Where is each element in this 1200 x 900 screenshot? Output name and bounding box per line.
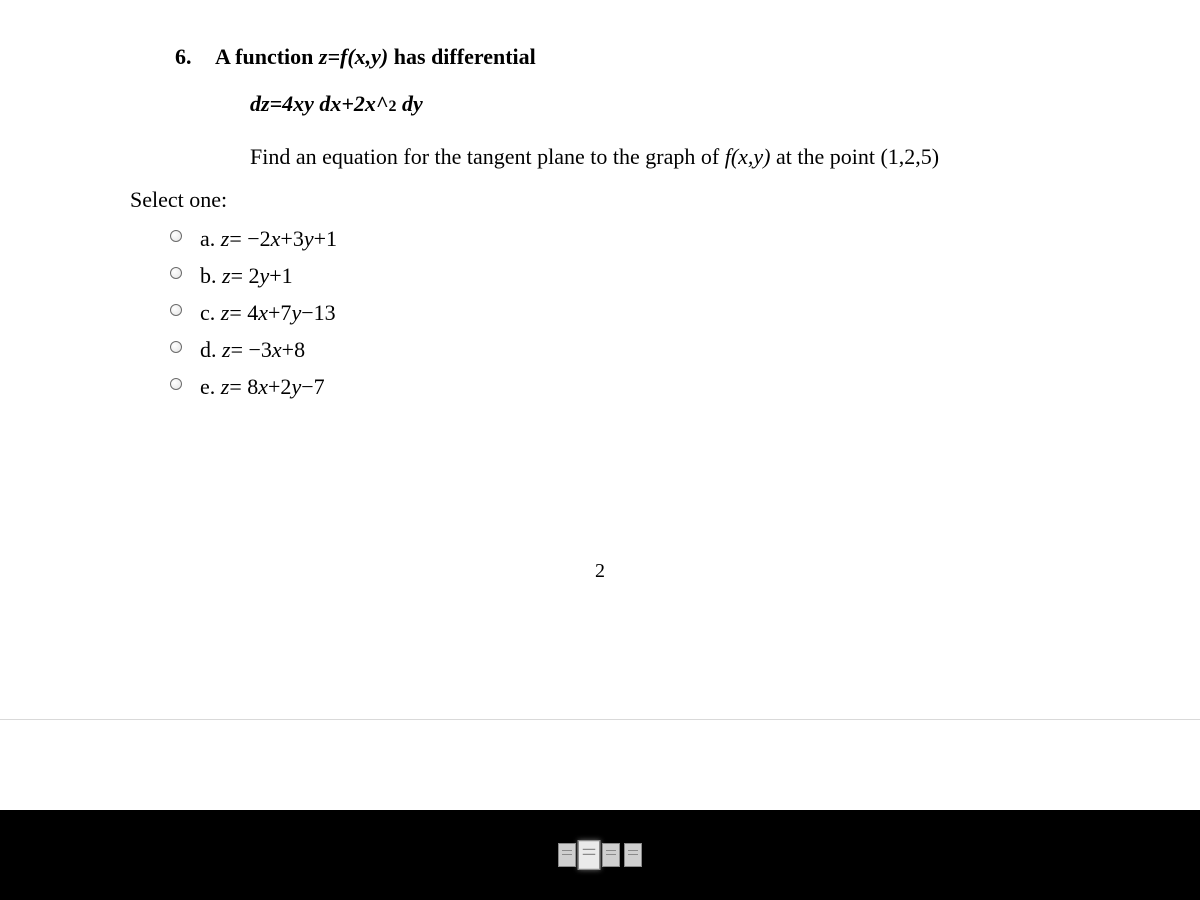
option-text: b. z= 2y+1 xyxy=(200,259,293,292)
option-eq: = 2 xyxy=(231,263,260,288)
option-v1: x xyxy=(272,337,282,362)
radio-icon[interactable] xyxy=(170,267,182,279)
option-v2: y xyxy=(291,374,301,399)
option-b[interactable]: b. z= 2y+1 xyxy=(170,257,1160,294)
radio-icon[interactable] xyxy=(170,341,182,353)
title-prefix: A function xyxy=(215,44,319,69)
option-letter: e. xyxy=(200,374,215,399)
page-thumb-4[interactable] xyxy=(624,843,642,867)
option-letter: b. xyxy=(200,263,217,288)
radio-icon[interactable] xyxy=(170,304,182,316)
page-thumbnails xyxy=(558,843,642,867)
option-var: z xyxy=(222,337,231,362)
option-letter: d. xyxy=(200,337,217,362)
find-suffix: at the point (1,2,5) xyxy=(771,144,940,169)
page-thumb-1[interactable] xyxy=(558,843,576,867)
page-thumb-3[interactable] xyxy=(602,843,620,867)
option-mid: +2 xyxy=(268,374,291,399)
option-mid: +3 xyxy=(280,226,303,251)
find-prefix: Find an equation for the tangent plane t… xyxy=(250,144,725,169)
option-v1: y xyxy=(259,263,269,288)
option-mid: +1 xyxy=(269,263,292,288)
option-text: c. z= 4x+7y−13 xyxy=(200,296,336,329)
question-title: A function z=f(x,y) has differential xyxy=(215,40,536,73)
option-v1: x xyxy=(271,226,281,251)
option-text: a. z= −2x+3y+1 xyxy=(200,222,337,255)
option-mid: +8 xyxy=(282,337,305,362)
option-tail: +1 xyxy=(314,226,337,251)
option-d[interactable]: d. z= −3x+8 xyxy=(170,331,1160,368)
title-expr: z=f(x,y) xyxy=(319,44,388,69)
radio-icon[interactable] xyxy=(170,378,182,390)
option-eq: = 8 xyxy=(229,374,258,399)
option-eq: = 4 xyxy=(229,300,258,325)
radio-icon[interactable] xyxy=(170,230,182,242)
option-v1: x xyxy=(258,300,268,325)
option-letter: c. xyxy=(200,300,215,325)
question-instruction: Find an equation for the tangent plane t… xyxy=(250,140,1160,173)
option-a[interactable]: a. z= −2x+3y+1 xyxy=(170,220,1160,257)
option-v1: x xyxy=(258,374,268,399)
option-eq: = −2 xyxy=(229,226,270,251)
title-suffix: has differential xyxy=(388,44,535,69)
page-thumb-2[interactable] xyxy=(578,840,601,870)
find-fn: f(x,y) xyxy=(725,144,771,169)
diff-text: dz=4xy dx+2x^2 dy xyxy=(250,91,423,116)
option-tail: −13 xyxy=(301,300,335,325)
select-one-label: Select one: xyxy=(130,183,1160,216)
question-block: 6. A function z=f(x,y) has differential … xyxy=(40,30,1160,405)
options-list: a. z= −2x+3y+1 b. z= 2y+1 c. z= 4x+7y−13 xyxy=(170,220,1160,405)
page-number: 2 xyxy=(595,560,605,583)
document-page: 6. A function z=f(x,y) has differential … xyxy=(0,0,1200,720)
option-text: d. z= −3x+8 xyxy=(200,333,305,366)
option-v2: y xyxy=(304,226,314,251)
option-tail: −7 xyxy=(301,374,324,399)
option-text: e. z= 8x+2y−7 xyxy=(200,370,325,403)
viewer-toolbar xyxy=(0,810,1200,900)
page-gap xyxy=(0,721,1200,811)
differential-expression: dz=4xy dx+2x^2 dy xyxy=(250,87,1160,120)
question-number: 6. xyxy=(175,40,215,73)
option-letter: a. xyxy=(200,226,215,251)
option-c[interactable]: c. z= 4x+7y−13 xyxy=(170,294,1160,331)
option-e[interactable]: e. z= 8x+2y−7 xyxy=(170,368,1160,405)
option-var: z xyxy=(222,263,231,288)
option-mid: +7 xyxy=(268,300,291,325)
option-v2: y xyxy=(291,300,301,325)
question-heading: 6. A function z=f(x,y) has differential xyxy=(175,40,1160,73)
option-eq: = −3 xyxy=(231,337,272,362)
